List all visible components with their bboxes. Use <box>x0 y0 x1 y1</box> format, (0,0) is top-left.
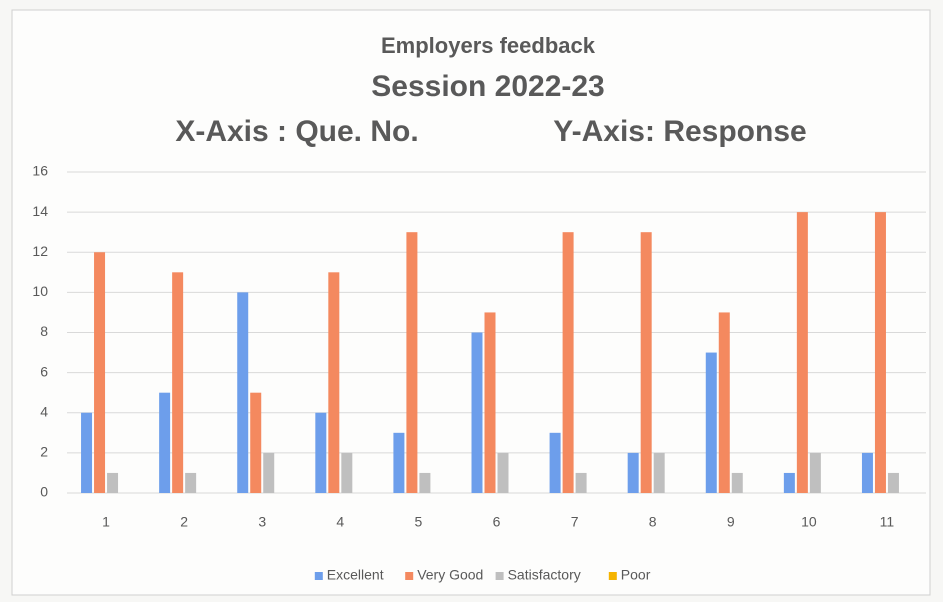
bar <box>562 232 574 493</box>
bar <box>705 352 717 493</box>
y-tick-label: 14 <box>32 203 48 219</box>
bar <box>81 412 93 493</box>
bar <box>627 452 639 493</box>
y-tick-label: 4 <box>40 403 48 419</box>
bar <box>796 212 808 493</box>
x-tick-label: 6 <box>493 514 501 530</box>
x-tick-label: 7 <box>571 514 579 530</box>
y-axis-label: Y-Axis: Response <box>553 115 806 148</box>
bar <box>250 392 262 493</box>
bar <box>315 412 327 493</box>
y-tick-label: 10 <box>32 283 48 299</box>
x-tick-label: 4 <box>336 514 344 530</box>
bar <box>263 452 275 493</box>
x-tick-label: 2 <box>180 514 188 530</box>
bar <box>887 472 899 493</box>
chart-subtitle: Session 2022-23 <box>371 70 604 103</box>
bar <box>107 472 119 493</box>
bar <box>185 472 197 493</box>
bar <box>393 432 405 493</box>
chart-frame <box>11 9 931 596</box>
y-tick-label: 2 <box>40 444 48 460</box>
bar <box>640 232 652 493</box>
legend-label: Satisfactory <box>508 567 581 583</box>
bar <box>484 312 496 493</box>
x-tick-label: 9 <box>727 514 735 530</box>
legend-label: Very Good <box>417 567 483 583</box>
bar <box>497 452 509 493</box>
legend-swatch <box>314 572 323 580</box>
x-tick-label: 10 <box>801 514 817 530</box>
legend-swatch <box>608 572 617 580</box>
bar <box>861 452 873 493</box>
chart-title: Employers feedback <box>381 33 596 58</box>
y-tick-label: 6 <box>40 363 48 379</box>
x-tick-label: 11 <box>880 514 895 530</box>
legend-swatch <box>405 572 414 580</box>
bar <box>237 292 249 493</box>
legend-swatch <box>495 572 504 580</box>
bar <box>549 432 561 493</box>
y-tick-label: 8 <box>40 323 48 339</box>
legend-label: Excellent <box>327 567 384 583</box>
x-tick-label: 1 <box>102 514 110 530</box>
bar <box>575 472 587 493</box>
bar <box>172 272 184 493</box>
legend-label: Poor <box>621 567 651 583</box>
y-tick-label: 16 <box>32 163 48 179</box>
y-tick-label: 12 <box>32 243 48 259</box>
bar <box>718 312 730 493</box>
bar <box>809 452 821 493</box>
bar <box>341 452 353 493</box>
bar <box>94 252 106 493</box>
x-tick-label: 5 <box>415 514 423 530</box>
bar <box>419 472 431 493</box>
bar <box>406 232 418 493</box>
bar <box>471 332 483 493</box>
bar <box>653 452 665 493</box>
bar <box>731 472 743 493</box>
bar <box>874 212 886 493</box>
bar <box>783 472 795 493</box>
x-axis-label: X-Axis : Que. No. <box>175 115 418 148</box>
y-tick-label: 0 <box>40 484 48 500</box>
x-tick-label: 3 <box>258 514 266 530</box>
bar <box>159 392 171 493</box>
bar <box>328 272 340 493</box>
x-tick-label: 8 <box>649 514 657 530</box>
